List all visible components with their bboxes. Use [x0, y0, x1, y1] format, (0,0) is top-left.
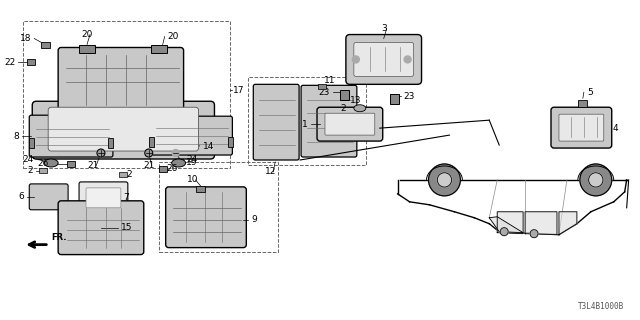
Circle shape [404, 56, 411, 63]
Text: 20: 20 [168, 32, 179, 41]
Polygon shape [559, 212, 577, 235]
Text: 23: 23 [319, 88, 330, 97]
Text: 6: 6 [19, 192, 24, 201]
Text: 23: 23 [404, 92, 415, 101]
Circle shape [172, 149, 179, 156]
Polygon shape [525, 212, 557, 235]
Text: 2: 2 [127, 171, 132, 180]
Circle shape [97, 149, 105, 157]
Circle shape [429, 164, 460, 196]
Circle shape [437, 173, 452, 187]
Bar [390, 94, 399, 104]
FancyBboxPatch shape [29, 115, 113, 157]
Text: 14: 14 [202, 141, 214, 151]
FancyBboxPatch shape [559, 114, 604, 141]
Bar [39, 168, 47, 173]
Text: 21: 21 [143, 162, 154, 171]
Text: FR.: FR. [51, 233, 67, 242]
Text: 17: 17 [234, 86, 245, 95]
Bar [340, 90, 349, 100]
Text: 15: 15 [121, 223, 132, 232]
Polygon shape [489, 217, 523, 233]
Text: 10: 10 [187, 175, 198, 184]
FancyBboxPatch shape [325, 113, 375, 135]
Bar [159, 162, 278, 252]
Bar [228, 137, 234, 147]
FancyBboxPatch shape [148, 116, 232, 155]
Bar [23, 20, 230, 168]
FancyBboxPatch shape [354, 43, 413, 76]
Text: 11: 11 [324, 76, 335, 85]
FancyBboxPatch shape [346, 35, 422, 84]
FancyBboxPatch shape [58, 201, 144, 255]
Bar [119, 172, 127, 177]
Bar [29, 138, 35, 148]
Bar [151, 44, 166, 53]
Bar [159, 166, 166, 172]
Text: 20: 20 [81, 30, 93, 39]
FancyBboxPatch shape [551, 107, 612, 148]
Bar [148, 137, 154, 147]
Bar [578, 100, 587, 107]
Bar [67, 161, 75, 167]
Circle shape [500, 228, 508, 236]
Circle shape [530, 230, 538, 238]
Text: 18: 18 [20, 34, 31, 43]
Text: 22: 22 [4, 58, 15, 67]
Ellipse shape [354, 105, 366, 112]
Text: 7: 7 [123, 193, 129, 202]
Text: 24: 24 [187, 155, 198, 164]
Text: 2: 2 [28, 166, 33, 175]
Bar [79, 44, 95, 53]
Text: 13: 13 [350, 96, 362, 105]
FancyBboxPatch shape [317, 107, 383, 141]
Text: 9: 9 [252, 215, 257, 224]
Bar [196, 186, 205, 192]
FancyBboxPatch shape [32, 101, 214, 159]
Circle shape [353, 56, 359, 63]
Text: 21: 21 [87, 162, 99, 171]
FancyBboxPatch shape [253, 84, 299, 160]
Text: 1: 1 [302, 120, 308, 129]
Polygon shape [497, 212, 523, 234]
Text: 2: 2 [340, 104, 346, 113]
Text: T3L4B1000B: T3L4B1000B [577, 302, 623, 311]
FancyBboxPatch shape [48, 107, 198, 151]
Circle shape [580, 164, 612, 196]
Text: 3: 3 [381, 24, 387, 33]
FancyBboxPatch shape [301, 85, 357, 157]
Text: 8: 8 [13, 132, 19, 140]
Text: 26: 26 [38, 159, 49, 169]
Circle shape [145, 149, 153, 157]
Ellipse shape [44, 159, 58, 167]
FancyBboxPatch shape [79, 182, 128, 214]
Ellipse shape [172, 159, 186, 167]
Text: 19: 19 [186, 158, 197, 167]
Text: 12: 12 [264, 167, 276, 176]
FancyBboxPatch shape [29, 184, 68, 210]
Text: 26: 26 [166, 164, 178, 173]
FancyBboxPatch shape [58, 47, 184, 113]
Bar [318, 84, 326, 89]
Circle shape [589, 173, 603, 187]
Bar [28, 60, 35, 65]
FancyBboxPatch shape [166, 187, 246, 248]
Bar [248, 77, 366, 165]
Text: 4: 4 [612, 124, 618, 132]
Bar [108, 138, 113, 148]
FancyBboxPatch shape [86, 188, 121, 208]
Bar [41, 42, 50, 49]
Text: 24: 24 [22, 155, 33, 164]
Text: 5: 5 [587, 88, 593, 97]
